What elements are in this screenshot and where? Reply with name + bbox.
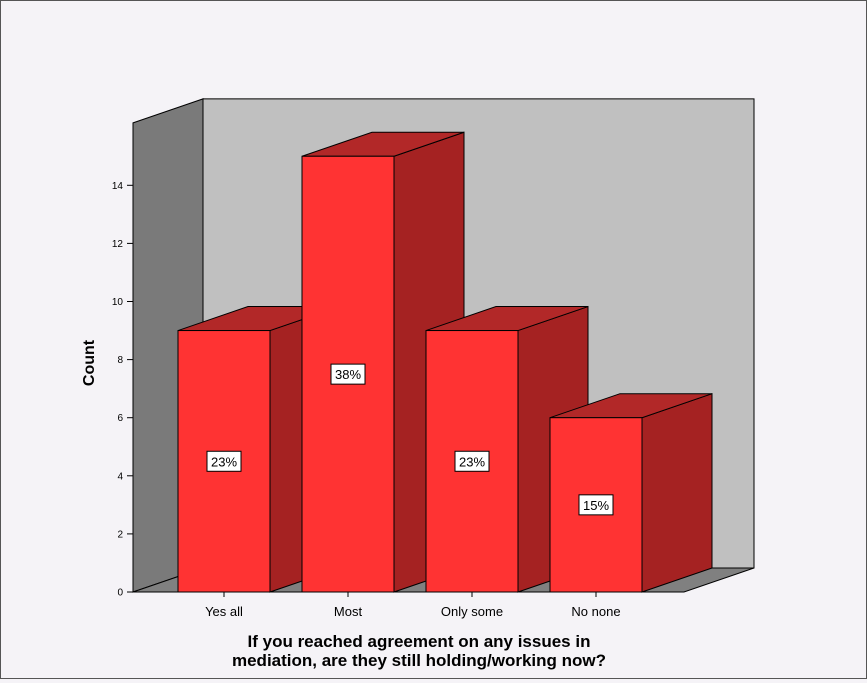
bar-side-face <box>641 393 713 593</box>
x-axis-label-line-1: If you reached agreement on any issues i… <box>248 632 591 651</box>
x-axis: Yes all Most Only some No none <box>133 591 684 619</box>
x-tick-label: Only some <box>441 604 503 619</box>
data-label: 23% <box>459 454 485 469</box>
data-label: 38% <box>335 367 361 382</box>
data-label: 23% <box>211 454 237 469</box>
y-tick-label: 14 <box>112 181 124 192</box>
data-label-box <box>578 494 614 516</box>
data-label-box <box>206 450 242 472</box>
x-axis-label-line-2: mediation, are they still holding/workin… <box>232 651 606 670</box>
y-tick-label: 12 <box>112 239 124 250</box>
bars: 23% 38% 23% 15% <box>177 131 713 593</box>
y-tick-label: 8 <box>117 355 123 366</box>
y-tick-label: 4 <box>117 471 123 482</box>
y-tick-label: 2 <box>117 529 123 540</box>
y-tick-label: 6 <box>117 413 123 424</box>
y-tick-label: 0 <box>117 588 123 599</box>
bar-yes-all: 23% <box>177 305 341 593</box>
data-label-box <box>330 363 366 385</box>
data-label: 15% <box>583 498 609 513</box>
x-tick-label: Yes all <box>205 604 243 619</box>
bar-no-none: 15% <box>549 393 713 593</box>
y-tick-label: 10 <box>112 297 124 308</box>
y-axis: 0 2 4 6 8 10 12 14 <box>112 122 134 599</box>
data-label-box <box>454 450 490 472</box>
x-tick-label: No none <box>571 604 620 619</box>
x-tick-label: Most <box>334 604 363 619</box>
y-axis-label: Count <box>81 339 98 386</box>
